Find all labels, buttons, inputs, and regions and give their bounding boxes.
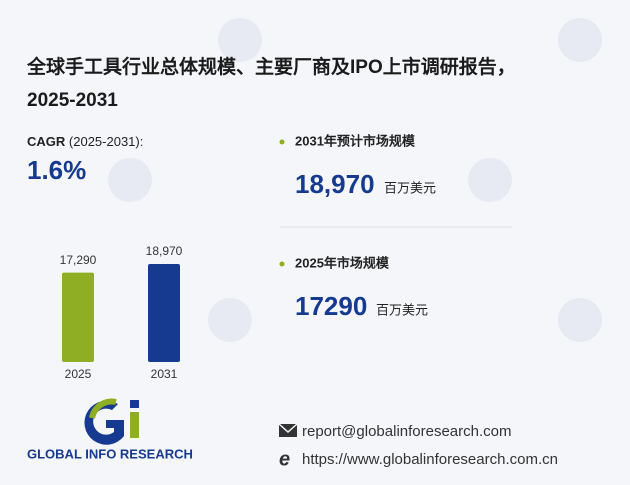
bullet (279, 139, 285, 145)
chart: 17,290 2025 18,970 2031 (60, 244, 183, 381)
cagr-name: CAGR (27, 134, 66, 149)
cagr-label: CAGR (2025-2031): (27, 134, 143, 149)
title-line: 全球手工具行业总体规模、主要厂商及IPO上市调研报告， (26, 55, 516, 78)
title-line: 2025-2031 (27, 90, 118, 111)
stat-label: 2031年预计市场规模 (295, 133, 416, 148)
bar (62, 272, 94, 362)
logo-text: GLOBAL INFO RESEARCH (27, 446, 193, 461)
stat-value: 17290 (295, 291, 367, 321)
value-label: 18,970 (146, 244, 183, 258)
value-label: 17,290 (60, 253, 97, 267)
stat-unit: 百万美元 (384, 180, 436, 195)
x-tick-label: 2025 (65, 367, 92, 381)
stat-unit: 百万美元 (376, 302, 428, 317)
cagr-period: (2025-2031): (69, 134, 143, 149)
bar (148, 264, 180, 362)
website: https://www.globalinforesearch.com.cn (302, 451, 558, 468)
email: report@globalinforesearch.com (302, 423, 512, 440)
watermark (108, 18, 602, 342)
logo-mark (84, 398, 139, 445)
x-tick-label: 2031 (151, 367, 178, 381)
bullet (279, 261, 285, 267)
stat-value: 18,970 (295, 169, 375, 199)
email-icon (278, 423, 298, 437)
cagr-value: 1.6% (27, 155, 86, 185)
web-icon: e (279, 448, 290, 470)
stat-label: 2025年市场规模 (295, 255, 390, 270)
